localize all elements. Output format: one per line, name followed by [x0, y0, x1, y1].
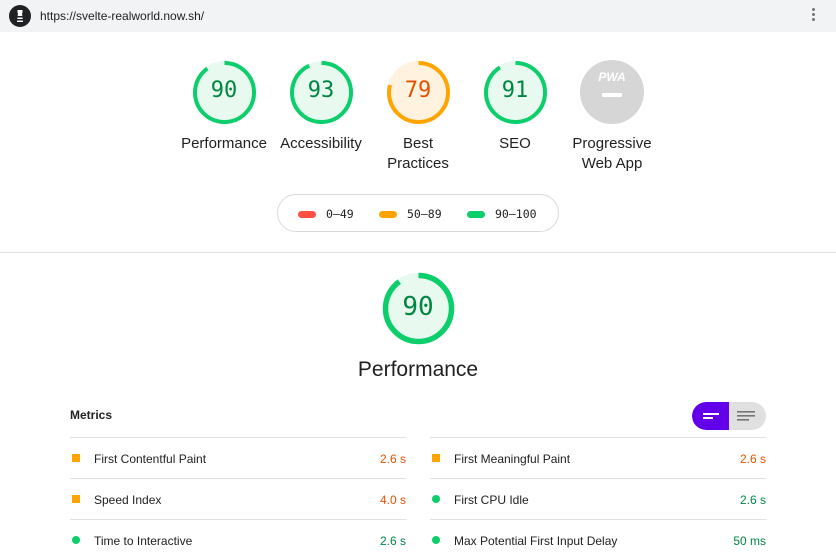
performance-score-gauge-arc — [382, 272, 454, 344]
accessibility-category-gauge-arc — [289, 60, 353, 124]
metric-row: Max Potential First Input Delay 50 ms — [430, 519, 766, 560]
toggle-detail-view[interactable] — [729, 402, 766, 430]
metric-label: Max Potential First Input Delay — [454, 534, 618, 548]
performance-score-gauge-score: 90 — [402, 291, 434, 322]
pwa-badge-text: PWA — [598, 70, 625, 84]
metric-row: Time to Interactive 2.6 s — [70, 519, 406, 560]
performance-category-gauge[interactable]: 90 — [191, 59, 258, 126]
seo-category-label[interactable]: SEO — [460, 134, 570, 154]
pass-circle-icon — [432, 536, 440, 544]
seo-category-gauge-arc — [483, 60, 547, 124]
metric-row: First Meaningful Paint 2.6 s — [430, 437, 766, 478]
pwa-category-label[interactable]: Progressive Web App — [557, 134, 667, 174]
pwa-category-gauge[interactable]: PWA — [579, 59, 645, 125]
pwa-badge-circle — [580, 60, 644, 124]
pwa-badge-dash — [602, 93, 622, 97]
summary-view-icon — [703, 413, 719, 419]
seo-category-gauge-score: 91 — [501, 78, 529, 104]
seo-category-gauge[interactable]: 91 — [482, 59, 549, 126]
performance-title: Performance — [357, 358, 479, 381]
average-square-icon — [432, 454, 440, 462]
seo-category-label-line1: SEO — [499, 135, 531, 152]
metric-label: First Meaningful Paint — [454, 452, 571, 466]
legend-average-label: 50–89 — [407, 207, 442, 221]
top-bar: https://svelte-realworld.now.sh/ — [0, 0, 836, 32]
accessibility-category-gauge-ring — [289, 60, 353, 124]
average-square-icon — [72, 454, 80, 462]
pass-circle-icon — [72, 536, 80, 544]
best-practices-category-gauge-score: 79 — [404, 78, 432, 104]
legend-fail: 0–49 — [298, 207, 354, 221]
metric-label: Speed Index — [94, 493, 162, 507]
legend-fail-label: 0–49 — [326, 207, 354, 221]
best-practices-category-gauge-ring — [386, 60, 450, 124]
metric-value: 2.6 s — [379, 534, 406, 548]
pwa-category-label-line1: Progressive — [572, 135, 652, 152]
toggle-summary-view[interactable] — [692, 402, 729, 430]
metric-value: 4.0 s — [379, 493, 406, 507]
legend-pass-label: 90–100 — [495, 207, 537, 221]
metric-row: Speed Index 4.0 s — [70, 478, 406, 519]
detail-view-icon — [737, 411, 755, 421]
more-options-icon[interactable] — [808, 8, 818, 24]
metric-value: 2.6 s — [379, 452, 406, 466]
performance-category-label-line1: Performance — [181, 135, 267, 152]
legend-pass: 90–100 — [467, 207, 537, 221]
metrics-title: Metrics — [70, 408, 113, 422]
performance-category-label[interactable]: Performance — [169, 134, 279, 154]
best-practices-category-gauge-arc — [386, 60, 450, 124]
accessibility-category-gauge-score: 93 — [307, 78, 335, 104]
seo-category-gauge-ring — [483, 60, 547, 124]
pwa-category-label-line2: Web App — [581, 155, 643, 172]
average-square-icon — [72, 495, 80, 503]
performance-score-gauge[interactable]: 90 — [380, 270, 457, 347]
section-divider — [0, 252, 836, 253]
performance-category-gauge-ring — [192, 60, 256, 124]
performance-category-gauge-score: 90 — [210, 78, 238, 104]
lighthouse-logo-icon — [9, 5, 31, 27]
accessibility-category-label-line1: Accessibility — [280, 135, 362, 152]
metric-label: First CPU Idle — [454, 493, 529, 507]
metric-label: Time to Interactive — [94, 534, 193, 548]
metric-value: 2.6 s — [739, 452, 766, 466]
page-url[interactable]: https://svelte-realworld.now.sh/ — [40, 9, 205, 23]
metric-row: First CPU Idle 2.6 s — [430, 478, 766, 519]
pass-circle-icon — [432, 495, 440, 503]
metrics-view-toggle[interactable] — [692, 402, 766, 430]
average-range-icon — [379, 210, 397, 218]
fail-range-icon — [298, 210, 316, 218]
pwa-badge-icon: PWA — [580, 60, 644, 124]
best-practices-category-label[interactable]: Best Practices — [363, 134, 473, 174]
metrics-column-right: First Meaningful Paint 2.6 s First CPU Idl… — [430, 437, 766, 560]
metric-label: First Contentful Paint — [94, 452, 207, 466]
performance-category-gauge-arc — [192, 60, 256, 124]
metric-value: 2.6 s — [739, 493, 766, 507]
metric-row: First Contentful Paint 2.6 s — [70, 437, 406, 478]
best-practices-category-gauge[interactable]: 79 — [385, 59, 452, 126]
score-legend: 0–49 50–89 90–100 — [277, 194, 559, 232]
legend-average: 50–89 — [379, 207, 442, 221]
best-practices-category-label-line1: Best — [402, 135, 433, 152]
metric-value: 50 ms — [733, 534, 766, 548]
accessibility-category-gauge[interactable]: 93 — [288, 59, 355, 126]
best-practices-category-label-line2: Practices — [387, 155, 449, 172]
accessibility-category-label[interactable]: Accessibility — [266, 134, 376, 154]
metrics-column-left: First Contentful Paint 2.6 s Speed Index 4.… — [70, 437, 406, 560]
pass-range-icon — [467, 210, 485, 218]
performance-score-gauge-ring — [382, 272, 454, 344]
